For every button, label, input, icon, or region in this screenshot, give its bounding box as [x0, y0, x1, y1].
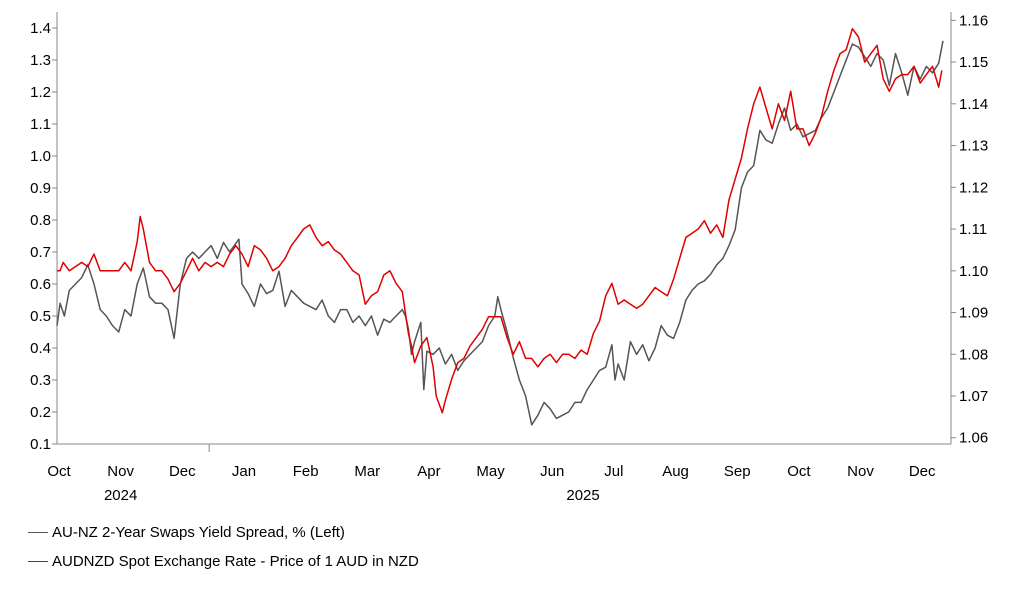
left-tick-label: 1.1	[30, 116, 51, 133]
x-tick-label: Dec	[909, 463, 936, 480]
right-tick-label: 1.10	[959, 263, 988, 280]
x-tick-label: Jan	[232, 463, 256, 480]
x-tick-label: Dec	[169, 463, 196, 480]
right-axis: 1.06 1.07 1.08 1.09 1.10 1.11 1.12 1.13 1.14 1.15…	[950, 12, 988, 447]
right-tick-label: 1.14	[959, 96, 988, 113]
right-tick-label: 1.11	[959, 221, 987, 238]
x-year-label: 2024	[104, 487, 137, 504]
left-tick-label: 0.2	[30, 404, 51, 421]
right-tick-label: 1.12	[959, 179, 988, 196]
right-tick-label: 1.07	[959, 388, 988, 405]
x-tick-label: May	[476, 463, 505, 480]
left-tick-label: 0.7	[30, 244, 51, 261]
x-tick-label: Jul	[604, 463, 623, 480]
right-tick-label: 1.16	[959, 12, 988, 29]
left-tick-label: 1.0	[30, 148, 51, 165]
x-year-label: 2025	[566, 487, 599, 504]
x-tick-label: Mar	[354, 463, 380, 480]
left-tick-label: 0.8	[30, 212, 51, 229]
x-tick-label: Sep	[724, 463, 751, 480]
right-tick-label: 1.15	[959, 54, 988, 71]
x-tick-label: Apr	[417, 463, 440, 480]
legend-label-spread: AU-NZ 2-Year Swaps Yield Spread, % (Left…	[52, 524, 345, 541]
x-axis: Oct Nov Dec Jan Feb Mar Apr May Jun Jul Aug Sep Oct N…	[47, 443, 951, 504]
left-tick-label: 1.2	[30, 84, 51, 101]
x-tick-label: Jun	[540, 463, 564, 480]
right-tick-label: 1.09	[959, 305, 988, 322]
series-line-spread	[56, 40, 944, 426]
x-tick-label: Oct	[47, 463, 71, 480]
legend-item-audnzd: AUDNZD Spot Exchange Rate - Price of 1 A…	[28, 553, 419, 570]
series-line-audnzd	[57, 27, 943, 414]
x-tick-label: Nov	[847, 463, 874, 480]
left-tick-label: 0.3	[30, 372, 51, 389]
left-axis: 0.1 0.2 0.3 0.4 0.5 0.6 0.7 0.8 0.9 1.0 1.1 1.2 1.3 1…	[30, 12, 58, 453]
x-tick-label: Aug	[662, 463, 689, 480]
left-tick-label: 0.9	[30, 180, 51, 197]
right-tick-label: 1.08	[959, 346, 988, 363]
legend-swatch-spread	[28, 532, 48, 533]
left-tick-label: 0.5	[30, 308, 51, 325]
legend-swatch-audnzd	[28, 561, 48, 562]
left-tick-label: 0.4	[30, 340, 51, 357]
left-tick-label: 1.3	[30, 52, 51, 69]
left-tick-label: 0.1	[30, 436, 51, 453]
series-layer	[56, 27, 944, 426]
x-tick-label: Nov	[107, 463, 134, 480]
x-tick-label: Feb	[293, 463, 319, 480]
left-tick-label: 1.4	[30, 20, 51, 37]
left-tick-label: 0.6	[30, 276, 51, 293]
legend-label-audnzd: AUDNZD Spot Exchange Rate - Price of 1 A…	[52, 553, 419, 570]
right-tick-label: 1.06	[959, 430, 988, 447]
x-tick-label: Oct	[787, 463, 811, 480]
legend-item-spread: AU-NZ 2-Year Swaps Yield Spread, % (Left…	[28, 524, 345, 541]
right-tick-label: 1.13	[959, 138, 988, 155]
